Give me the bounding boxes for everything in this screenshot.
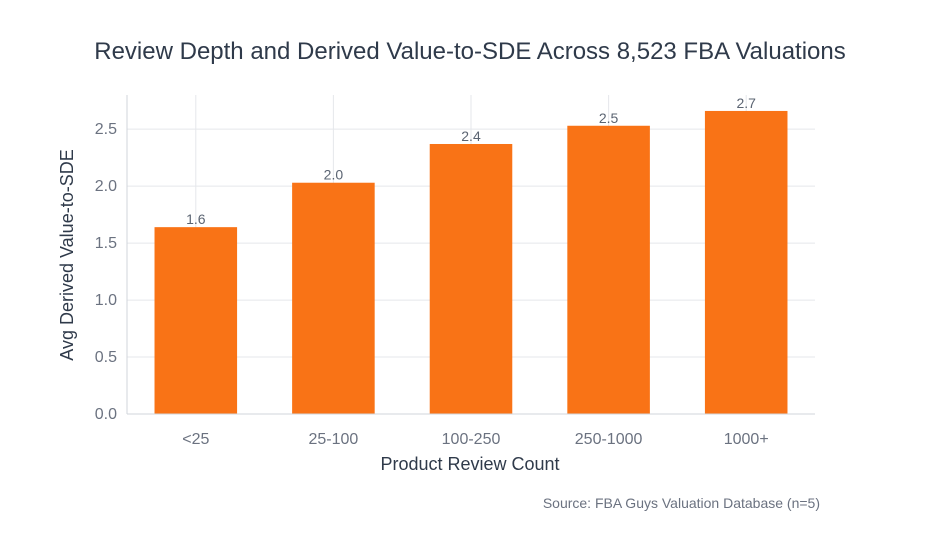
data-label: 2.4 — [461, 128, 481, 144]
data-label: 2.5 — [599, 110, 619, 126]
y-tick-label: 1.0 — [95, 292, 117, 309]
x-tick-label: 100-250 — [442, 431, 501, 448]
y-tick-label: 0.5 — [95, 349, 117, 366]
y-tick-label: 2.0 — [95, 178, 117, 195]
data-label: 2.7 — [736, 95, 756, 111]
chart-title: Review Depth and Derived Value-to-SDE Ac… — [94, 38, 846, 65]
x-tick-label: 250-1000 — [575, 431, 643, 448]
y-tick-label: 1.5 — [95, 235, 117, 252]
source-note: Source: FBA Guys Valuation Database (n=5… — [542, 495, 820, 511]
x-axis-title: Product Review Count — [380, 454, 559, 474]
x-tick-label: <25 — [182, 431, 209, 448]
x-tick-label: 1000+ — [724, 431, 769, 448]
data-label: 2.0 — [324, 167, 344, 183]
y-tick-label: 2.5 — [95, 121, 117, 138]
bar-3 — [567, 125, 650, 414]
x-tick-label: 25-100 — [308, 431, 358, 448]
bar-0 — [154, 227, 238, 414]
bar-2 — [429, 143, 513, 414]
axes: 0.0 0.5 1.0 1.5 2.0 2.5 <25 25-100 100-250 250-10… — [95, 95, 815, 448]
data-label: 1.6 — [186, 211, 206, 227]
bar-1 — [292, 182, 375, 414]
bar-4 — [704, 110, 788, 414]
y-tick-label: 0.0 — [95, 406, 117, 423]
bars: 1.6 2.0 2.4 2.5 2.7 — [154, 95, 788, 414]
y-axis-title: Avg Derived Value-to-SDE — [57, 149, 77, 360]
